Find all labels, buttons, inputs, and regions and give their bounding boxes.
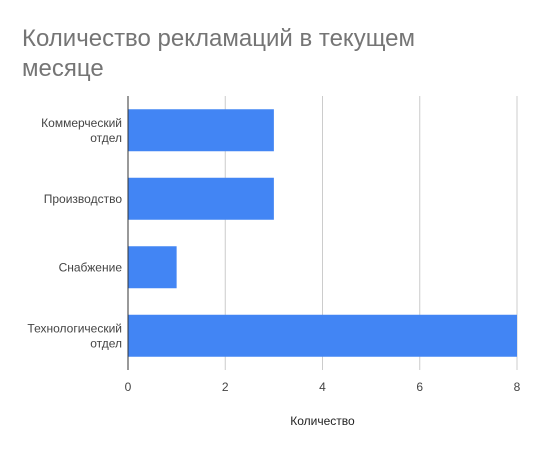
- x-axis-title: Количество: [290, 414, 355, 428]
- bar: [128, 177, 274, 220]
- category-label: Технологический отдел: [27, 321, 122, 350]
- chart-title: Количество рекламаций в текущем месяце: [22, 25, 416, 82]
- category-label: Производство: [44, 192, 123, 206]
- x-tick-label: 8: [514, 380, 521, 394]
- x-tick-label: 2: [222, 380, 229, 394]
- bar: [128, 314, 517, 357]
- x-tick-label: 0: [125, 380, 132, 394]
- x-tick-label: 6: [416, 380, 423, 394]
- category-label: Снабжение: [59, 260, 123, 274]
- category-label: Коммерческий отдел: [41, 116, 122, 145]
- bar: [128, 246, 177, 289]
- x-tick-label: 4: [319, 380, 326, 394]
- bar: [128, 109, 274, 152]
